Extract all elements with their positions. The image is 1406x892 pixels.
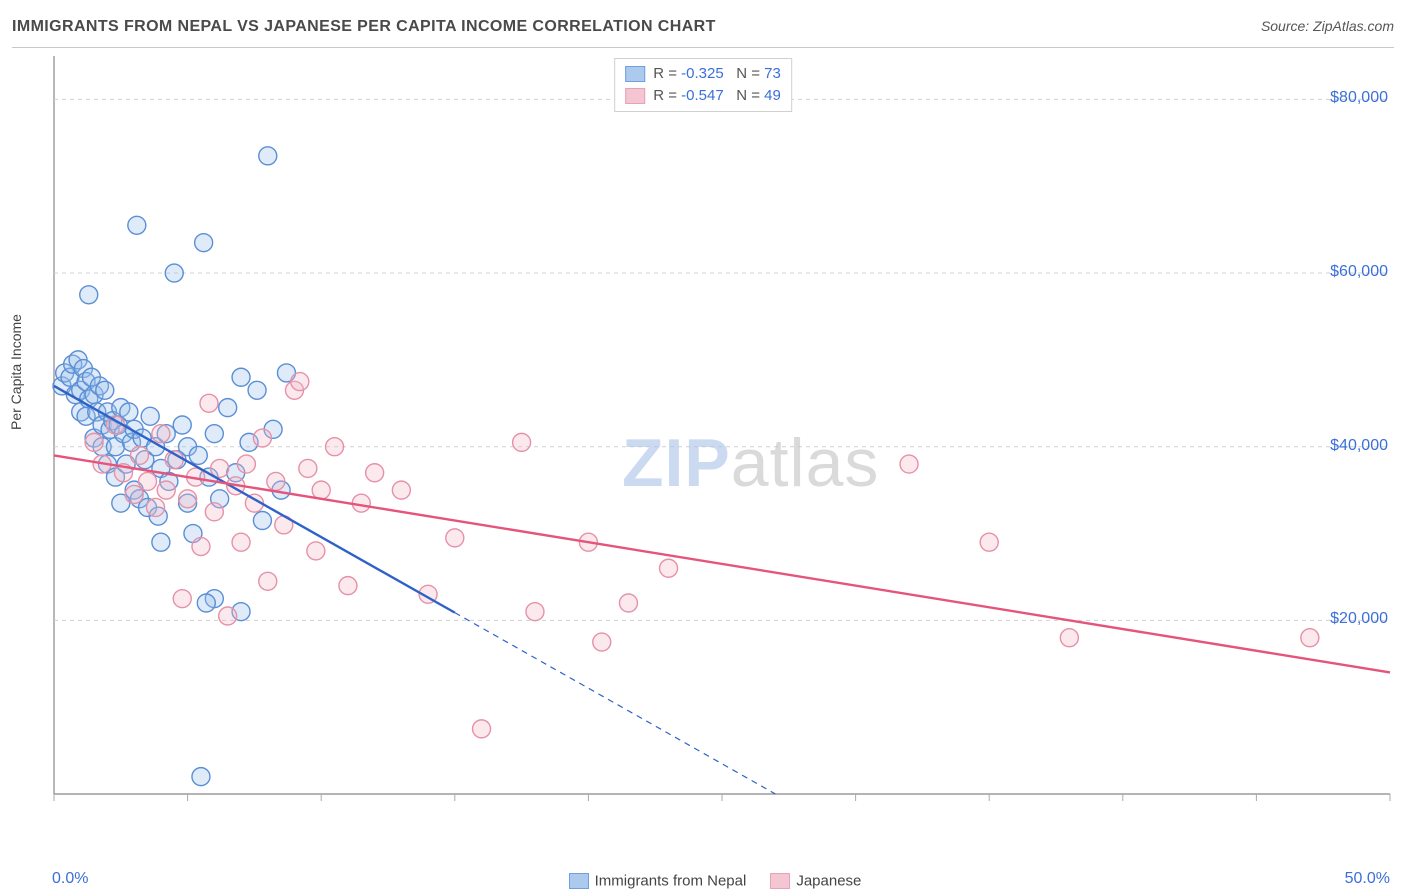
legend-swatch — [625, 66, 645, 82]
y-axis-label: Per Capita Income — [8, 314, 24, 430]
series-label: Immigrants from Nepal — [595, 872, 747, 889]
source-attribution: Source: ZipAtlas.com — [1261, 18, 1394, 34]
legend-n-value: 73 — [764, 65, 781, 82]
correlation-legend-row: R = -0.547 N = 49 — [625, 85, 781, 107]
legend-n-value: 49 — [764, 87, 781, 104]
chart-title: IMMIGRANTS FROM NEPAL VS JAPANESE PER CA… — [12, 18, 716, 36]
series-swatch — [770, 873, 790, 889]
correlation-legend: R = -0.325 N = 73R = -0.547 N = 49 — [614, 58, 792, 112]
watermark-zip: ZIP — [622, 425, 731, 501]
chart-area: ZIPatlas — [52, 54, 1392, 824]
legend-r-key: R = — [653, 65, 681, 82]
y-tick-label: $60,000 — [1330, 263, 1388, 281]
y-tick-label: $80,000 — [1330, 89, 1388, 107]
legend-r-value: -0.325 — [681, 65, 724, 82]
legend-n-key: N = — [736, 65, 764, 82]
correlation-legend-row: R = -0.325 N = 73 — [625, 63, 781, 85]
watermark-atlas: atlas — [731, 425, 880, 501]
series-swatch — [569, 873, 589, 889]
series-label: Japanese — [796, 872, 861, 889]
series-legend: Immigrants from Nepal Japanese — [0, 872, 1406, 890]
y-tick-label: $40,000 — [1330, 437, 1388, 455]
legend-r-value: -0.547 — [681, 87, 724, 104]
y-tick-label: $20,000 — [1330, 610, 1388, 628]
legend-swatch — [625, 88, 645, 104]
title-bar: IMMIGRANTS FROM NEPAL VS JAPANESE PER CA… — [12, 18, 1394, 48]
legend-n-key: N = — [736, 87, 764, 104]
watermark: ZIPatlas — [622, 424, 879, 502]
legend-r-key: R = — [653, 87, 681, 104]
